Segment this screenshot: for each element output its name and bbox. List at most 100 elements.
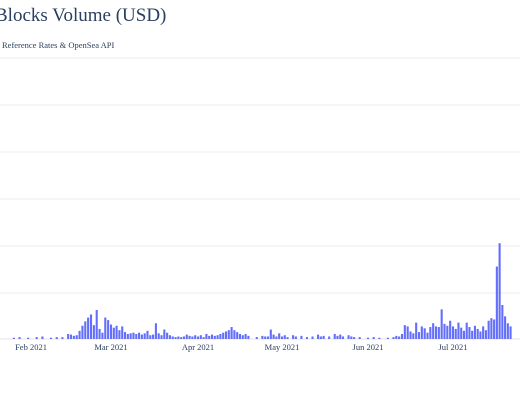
bar[interactable] (420, 326, 423, 339)
bar[interactable] (506, 323, 509, 339)
bar[interactable] (89, 314, 93, 339)
bar[interactable] (12, 337, 15, 339)
bar[interactable] (392, 337, 395, 339)
bar[interactable] (49, 337, 53, 339)
bar[interactable] (266, 336, 270, 339)
bar[interactable] (152, 334, 155, 339)
bar[interactable] (471, 330, 474, 339)
bar[interactable] (238, 333, 242, 339)
bar[interactable] (208, 335, 211, 339)
bar[interactable] (87, 317, 90, 339)
bar[interactable] (75, 335, 78, 339)
bar[interactable] (429, 327, 432, 339)
bar[interactable] (177, 336, 180, 339)
bar[interactable] (386, 337, 389, 339)
bar[interactable] (255, 337, 258, 339)
bar[interactable] (166, 332, 169, 339)
bar[interactable] (171, 336, 174, 339)
bar[interactable] (443, 323, 446, 339)
bar[interactable] (101, 332, 104, 339)
bar[interactable] (460, 327, 463, 339)
bar[interactable] (294, 336, 297, 339)
bar[interactable] (154, 323, 157, 339)
bar[interactable] (292, 335, 295, 339)
bar[interactable] (440, 309, 443, 339)
bar[interactable] (322, 335, 325, 339)
bar[interactable] (473, 325, 476, 339)
bar[interactable] (280, 336, 284, 339)
bar[interactable] (339, 334, 342, 339)
bar[interactable] (168, 335, 171, 339)
bar[interactable] (174, 337, 177, 339)
bar[interactable] (95, 310, 98, 339)
bar[interactable] (317, 334, 320, 339)
bar[interactable] (143, 333, 146, 339)
bar[interactable] (84, 321, 87, 339)
bar[interactable] (216, 335, 219, 339)
bar[interactable] (372, 337, 375, 339)
bar[interactable] (109, 324, 113, 339)
bar[interactable] (286, 337, 289, 339)
bar[interactable] (112, 327, 115, 339)
bar[interactable] (121, 326, 124, 339)
bar[interactable] (135, 333, 138, 339)
bar[interactable] (465, 322, 468, 339)
bar[interactable] (328, 336, 331, 339)
bar[interactable] (366, 337, 370, 339)
bar[interactable] (185, 334, 188, 339)
bar[interactable] (415, 322, 418, 339)
bar[interactable] (398, 336, 401, 339)
bar[interactable] (126, 333, 129, 339)
bar[interactable] (482, 326, 485, 339)
bar[interactable] (202, 337, 205, 339)
bar[interactable] (233, 330, 236, 339)
bar[interactable] (18, 337, 21, 339)
bar[interactable] (123, 332, 127, 339)
bar[interactable] (210, 334, 214, 339)
bar[interactable] (180, 337, 183, 339)
bar[interactable] (353, 337, 356, 339)
bar[interactable] (333, 333, 336, 339)
bar[interactable] (498, 243, 501, 339)
bar[interactable] (409, 331, 412, 339)
bar[interactable] (41, 336, 44, 339)
bar[interactable] (462, 330, 466, 339)
bar[interactable] (261, 335, 264, 339)
bar[interactable] (92, 325, 95, 339)
bar[interactable] (107, 320, 110, 339)
bar[interactable] (446, 325, 449, 339)
bar[interactable] (27, 337, 30, 339)
bar[interactable] (278, 333, 281, 339)
bar[interactable] (305, 337, 309, 339)
bar[interactable] (115, 325, 118, 339)
bar[interactable] (454, 328, 457, 339)
bar[interactable] (501, 304, 504, 339)
bar[interactable] (283, 335, 286, 339)
bar[interactable] (406, 326, 409, 339)
bar[interactable] (191, 336, 194, 339)
bar[interactable] (241, 335, 244, 339)
bar[interactable] (61, 337, 64, 339)
bar[interactable] (199, 335, 202, 339)
bar[interactable] (118, 330, 121, 339)
bar[interactable] (132, 332, 135, 339)
bar[interactable] (149, 335, 152, 339)
bar[interactable] (437, 327, 440, 339)
bar[interactable] (224, 331, 228, 339)
bar[interactable] (395, 335, 398, 339)
bar[interactable] (272, 334, 275, 339)
bar[interactable] (163, 329, 166, 339)
bar[interactable] (434, 326, 438, 339)
bar[interactable] (194, 335, 197, 339)
bar[interactable] (509, 326, 512, 339)
bar[interactable] (78, 330, 81, 339)
bar[interactable] (160, 335, 163, 339)
bar[interactable] (138, 332, 141, 339)
bar[interactable] (227, 330, 230, 339)
bar[interactable] (104, 317, 107, 339)
bar[interactable] (69, 334, 73, 339)
bar[interactable] (35, 337, 38, 339)
bar[interactable] (72, 335, 75, 339)
bar[interactable] (358, 337, 361, 339)
bar[interactable] (403, 325, 406, 339)
